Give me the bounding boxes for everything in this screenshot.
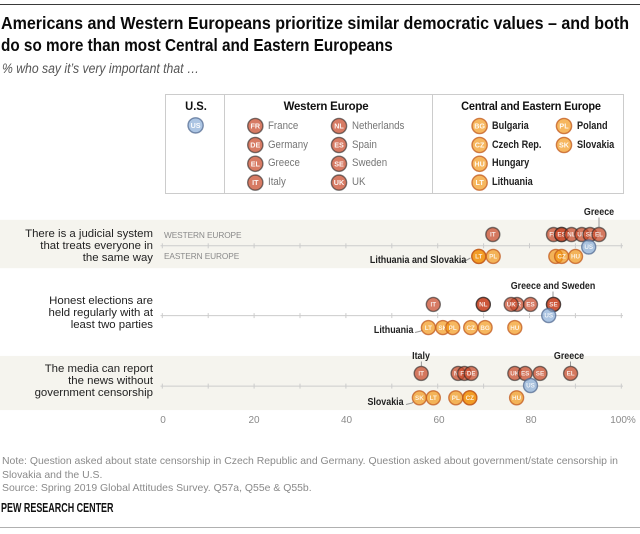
svg-text:NL: NL	[334, 122, 344, 131]
svg-text:FR: FR	[251, 122, 261, 131]
svg-text:CZ: CZ	[466, 325, 475, 332]
svg-text:CZ: CZ	[466, 395, 475, 402]
svg-text:NL: NL	[567, 232, 576, 239]
svg-text:IT: IT	[430, 302, 436, 309]
svg-text:DE: DE	[250, 141, 260, 150]
svg-text:EL: EL	[567, 371, 575, 378]
svg-text:PL: PL	[489, 254, 497, 261]
svg-text:PL: PL	[449, 325, 457, 332]
svg-text:BG: BG	[480, 325, 490, 332]
svg-text:HU: HU	[474, 159, 484, 168]
svg-text:UK: UK	[577, 232, 587, 239]
svg-text:HU: HU	[512, 395, 522, 402]
svg-text:LT: LT	[475, 254, 482, 261]
svg-text:FR: FR	[549, 232, 558, 239]
svg-text:EL: EL	[251, 159, 261, 168]
svg-text:IT: IT	[252, 178, 259, 187]
svg-text:UK: UK	[507, 302, 517, 309]
svg-text:SE: SE	[549, 302, 557, 309]
svg-text:CZ: CZ	[475, 141, 485, 150]
svg-text:ES: ES	[334, 141, 344, 150]
svg-text:SK: SK	[559, 141, 570, 150]
svg-text:IT: IT	[490, 232, 496, 239]
svg-text:US: US	[544, 313, 553, 320]
svg-text:SK: SK	[438, 325, 447, 332]
svg-text:IT: IT	[418, 371, 424, 378]
svg-text:CZ: CZ	[557, 254, 566, 261]
svg-text:ES: ES	[526, 302, 534, 309]
svg-text:EL: EL	[595, 232, 603, 239]
svg-text:PL: PL	[452, 395, 460, 402]
svg-text:PL: PL	[559, 122, 569, 131]
svg-text:SE: SE	[334, 159, 344, 168]
svg-text:LT: LT	[430, 395, 437, 402]
svg-text:ES: ES	[557, 232, 565, 239]
svg-text:SE: SE	[586, 232, 594, 239]
svg-text:SK: SK	[415, 395, 424, 402]
svg-text:US: US	[191, 121, 201, 130]
svg-text:DE: DE	[467, 371, 476, 378]
svg-text:US: US	[584, 244, 593, 251]
svg-text:UK: UK	[334, 178, 345, 187]
svg-text:SE: SE	[536, 371, 544, 378]
svg-text:HU: HU	[510, 325, 520, 332]
svg-text:BG: BG	[474, 122, 485, 131]
svg-text:NL: NL	[479, 302, 488, 309]
svg-text:HU: HU	[571, 254, 581, 261]
svg-text:LT: LT	[475, 178, 484, 187]
svg-text:UK: UK	[510, 371, 520, 378]
svg-text:LT: LT	[425, 325, 432, 332]
svg-text:US: US	[526, 383, 535, 390]
svg-text:ES: ES	[521, 371, 529, 378]
